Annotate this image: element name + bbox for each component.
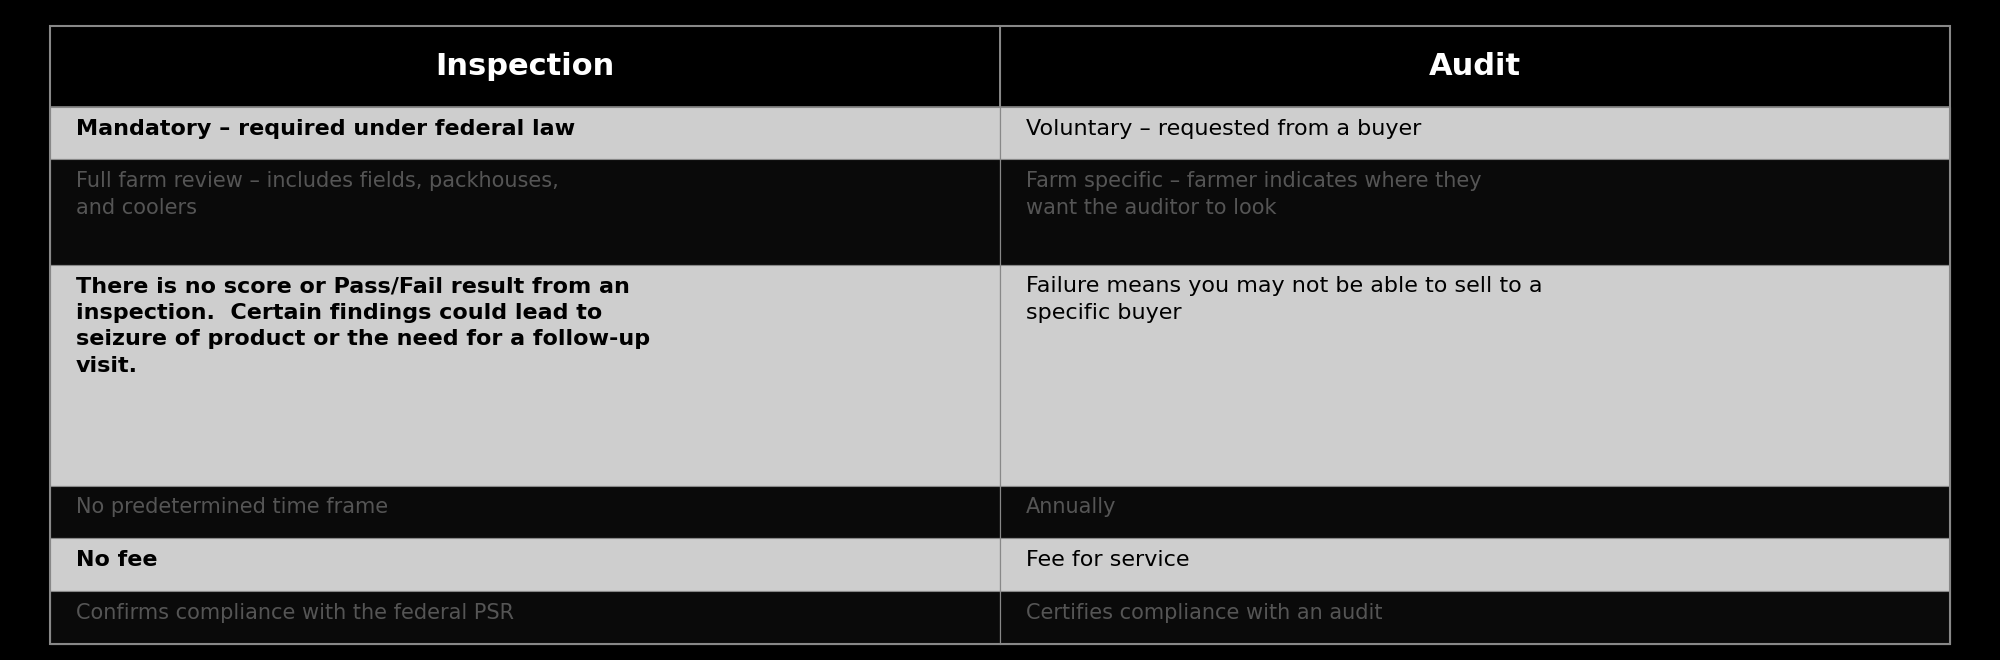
Bar <box>50 107 1000 159</box>
Bar <box>50 591 1000 644</box>
Text: No predetermined time frame: No predetermined time frame <box>76 498 388 517</box>
Text: Certifies compliance with an audit: Certifies compliance with an audit <box>1026 603 1382 623</box>
Text: There is no score or Pass/Fail result from an
inspection.  Certain findings coul: There is no score or Pass/Fail result fr… <box>76 277 650 376</box>
Bar <box>50 486 1000 539</box>
Text: Inspection: Inspection <box>436 52 614 81</box>
Bar <box>1000 539 1950 591</box>
Text: Full farm review – includes fields, packhouses,
and coolers: Full farm review – includes fields, pack… <box>76 171 558 218</box>
Bar <box>50 265 1000 486</box>
Text: Mandatory – required under federal law: Mandatory – required under federal law <box>76 119 576 139</box>
Bar <box>50 26 1000 107</box>
Bar <box>1000 107 1950 159</box>
Bar <box>1000 486 1950 539</box>
Text: No fee: No fee <box>76 550 158 570</box>
Text: Voluntary – requested from a buyer: Voluntary – requested from a buyer <box>1026 119 1422 139</box>
Text: Failure means you may not be able to sell to a
specific buyer: Failure means you may not be able to sel… <box>1026 277 1542 323</box>
Bar <box>50 539 1000 591</box>
Bar <box>1000 159 1950 265</box>
Text: Audit: Audit <box>1428 52 1522 81</box>
Text: Annually: Annually <box>1026 498 1116 517</box>
Text: Confirms compliance with the federal PSR: Confirms compliance with the federal PSR <box>76 603 514 623</box>
Text: Farm specific – farmer indicates where they
want the auditor to look: Farm specific – farmer indicates where t… <box>1026 171 1482 218</box>
Bar <box>1000 26 1950 107</box>
Bar <box>1000 591 1950 644</box>
Bar <box>50 159 1000 265</box>
Text: Fee for service: Fee for service <box>1026 550 1190 570</box>
Bar <box>1000 265 1950 486</box>
